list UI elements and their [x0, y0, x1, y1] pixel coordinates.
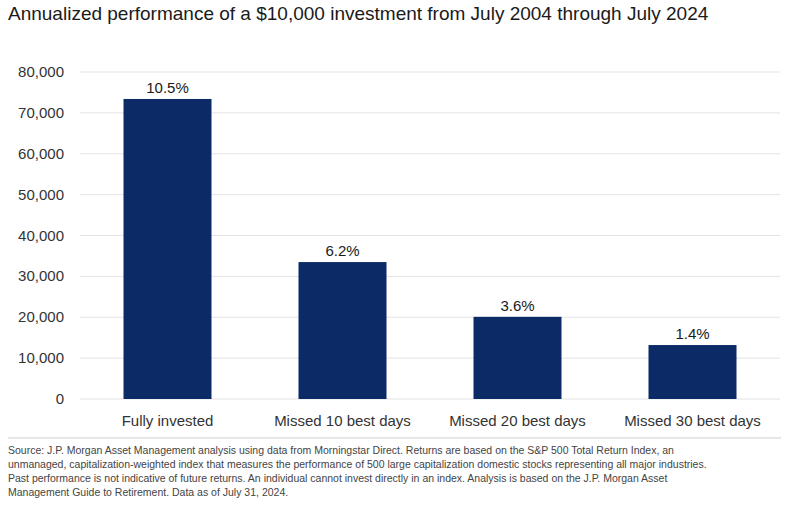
x-tick-label: Missed 10 best days [274, 412, 411, 429]
bar [124, 99, 212, 399]
bar [299, 262, 387, 399]
y-tick-label: 50,000 [18, 186, 64, 203]
grid-line [80, 72, 780, 73]
y-tick-label: 0 [56, 390, 64, 407]
footnote: Management Guide to Retirement. Data as … [8, 486, 288, 498]
footnote: unmanaged, capitalization-weighted index… [8, 458, 707, 470]
x-tick-label: Missed 30 best days [624, 412, 761, 429]
y-tick-label: 30,000 [18, 267, 64, 284]
y-tick-label: 60,000 [18, 145, 64, 162]
bars [124, 99, 737, 399]
x-tick-label: Fully invested [122, 412, 214, 429]
footnote: Source: J.P. Morgan Asset Management ana… [8, 444, 674, 456]
title: Annualized performance of a $10,000 inve… [8, 3, 709, 24]
annotation: 1.4% [675, 325, 709, 342]
y-tick-label: 20,000 [18, 308, 64, 325]
y-tick-label: 40,000 [18, 227, 64, 244]
separator [8, 438, 781, 439]
grid [80, 72, 780, 399]
y-tick-label: 80,000 [18, 63, 64, 80]
chart: Annualized performance of a $10,000 inve… [0, 0, 789, 508]
x-tick-label: Missed 20 best days [449, 412, 586, 429]
annotation: 10.5% [146, 79, 189, 96]
bar [649, 345, 737, 399]
y-tick-label: 10,000 [18, 349, 64, 366]
bar [474, 317, 562, 399]
y-tick-label: 70,000 [18, 104, 64, 121]
annotation: 6.2% [325, 242, 359, 259]
annotation: 3.6% [500, 297, 534, 314]
footnote: Past performance is not indicative of fu… [8, 472, 667, 484]
